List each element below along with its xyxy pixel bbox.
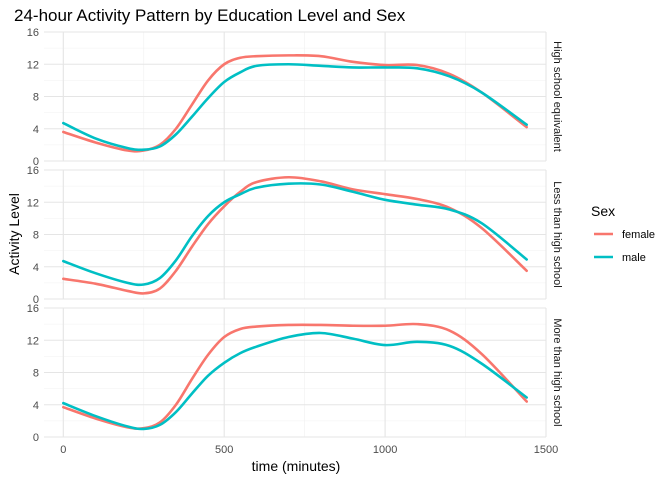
- legend-label-female: female: [622, 229, 655, 241]
- legend-title: Sex: [591, 203, 615, 219]
- x-tick-label: 1000: [373, 444, 397, 456]
- facet-strip-label: Less than high school: [551, 181, 563, 287]
- x-tick-label: 1500: [534, 444, 558, 456]
- y-tick-label: 8: [33, 368, 39, 380]
- y-tick-label: 12: [27, 59, 39, 71]
- series-line-male: [62, 331, 528, 431]
- series-line-female: [62, 322, 528, 430]
- y-tick-label: 8: [33, 230, 39, 242]
- x-tick-label: 500: [215, 444, 233, 456]
- y-tick-label: 16: [27, 27, 39, 39]
- series-line-male: [62, 182, 528, 287]
- y-tick-label: 16: [27, 165, 39, 177]
- x-tick-label: 0: [60, 444, 66, 456]
- facet-panels: 0 4 8 12 16 High school equivalent 0 4 8 12 16 Less…: [27, 27, 563, 456]
- facet-panel-more-than-high-school: 0 4 8 12 16 More than high school: [27, 303, 563, 444]
- y-axis-title: Activity Level: [6, 193, 22, 275]
- facet-strip-label: More than high school: [551, 318, 563, 426]
- legend: Sex female male: [591, 203, 655, 264]
- facet-panel-less-than-high-school: 0 4 8 12 16 Less than high school: [27, 165, 563, 306]
- y-tick-label: 4: [33, 400, 39, 412]
- y-tick-label: 16: [27, 303, 39, 315]
- series-line-female: [62, 175, 528, 295]
- series-line-female: [62, 54, 528, 153]
- y-tick-label: 12: [27, 335, 39, 347]
- y-tick-label: 0: [33, 432, 39, 444]
- facet-panel-high-school-equivalent: 0 4 8 12 16 High school equivalent: [27, 27, 563, 168]
- y-tick-label: 0: [33, 294, 39, 306]
- series-line-male: [62, 62, 528, 152]
- y-tick-label: 12: [27, 197, 39, 209]
- chart-title: 24-hour Activity Pattern by Education Le…: [14, 6, 406, 25]
- y-tick-label: 0: [33, 156, 39, 168]
- x-axis-title: time (minutes): [252, 458, 341, 474]
- y-tick-label: 4: [33, 124, 39, 136]
- y-tick-label: 8: [33, 92, 39, 104]
- facet-strip-label: High school equivalent: [551, 41, 563, 152]
- y-tick-label: 4: [33, 262, 39, 274]
- legend-label-male: male: [622, 252, 646, 264]
